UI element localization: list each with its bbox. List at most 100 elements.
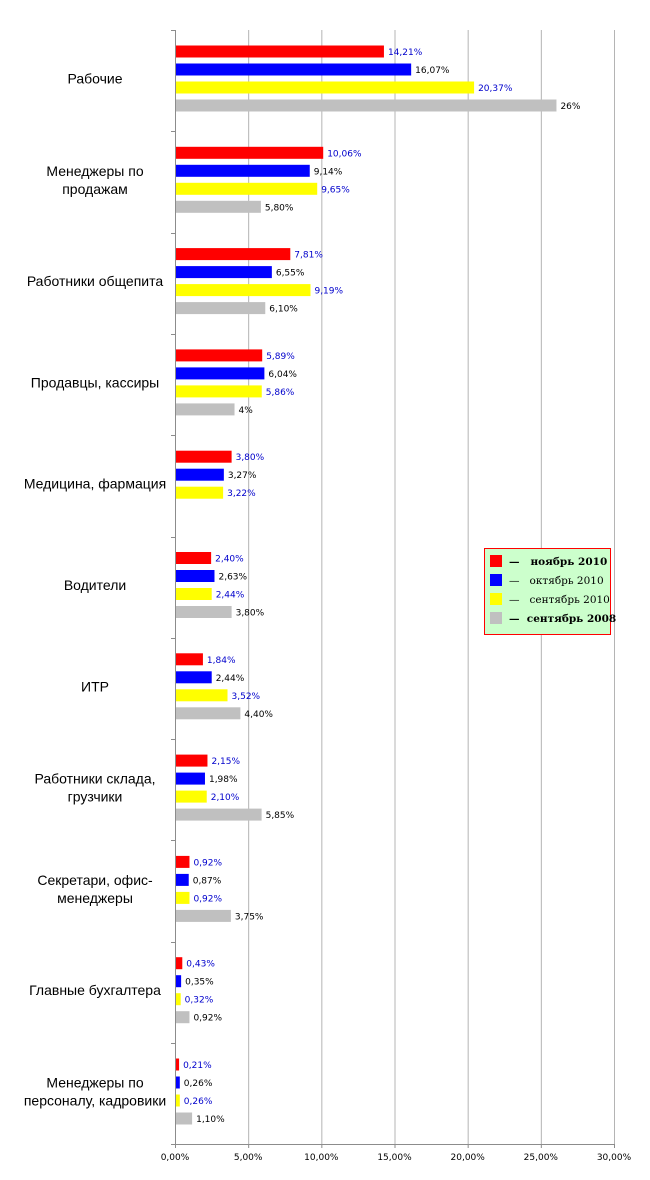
category-label-line: Продавцы, кассиры (31, 374, 159, 390)
bar (176, 891, 190, 904)
x-tick-label: 5,00% (234, 1153, 263, 1163)
data-label: 9,14% (314, 167, 343, 177)
data-label: 5,85% (266, 811, 295, 821)
data-label: 0,32% (185, 996, 214, 1006)
data-label: 5,89% (266, 352, 295, 362)
data-label: 3,80% (236, 453, 265, 463)
bar (176, 182, 318, 195)
data-label: 0,92% (193, 858, 222, 868)
data-label: 0,87% (193, 876, 222, 886)
x-tick-label: 20,00% (451, 1153, 486, 1163)
data-label: 2,40% (215, 555, 244, 565)
data-label: 0,43% (186, 960, 215, 970)
bar (176, 1011, 190, 1024)
category-label-line: Медицина, фармация (24, 476, 166, 492)
bar (176, 790, 207, 803)
bar (176, 468, 224, 481)
data-label: 6,55% (276, 269, 305, 279)
axes (171, 30, 615, 1148)
category-label-line: грузчики (68, 789, 123, 805)
data-label: 2,10% (211, 793, 240, 803)
bar (176, 81, 475, 94)
data-label: 16,07% (415, 66, 450, 76)
bar (176, 909, 231, 922)
bar (176, 45, 384, 58)
data-label: 3,22% (227, 489, 256, 499)
bars (176, 45, 557, 1125)
bar (176, 266, 272, 279)
legend-swatch (490, 574, 502, 586)
data-label: 2,44% (216, 674, 245, 684)
bar (176, 367, 265, 380)
data-label: 0,26% (184, 1097, 213, 1107)
legend-swatch (490, 612, 502, 624)
data-label: 0,26% (184, 1079, 213, 1089)
bar (176, 588, 212, 600)
category-label-line: Рабочие (67, 71, 122, 87)
data-label: 1,98% (209, 775, 238, 785)
category-label-line: Работники склада, (34, 771, 155, 787)
data-label: 4,40% (244, 710, 273, 720)
bar (176, 284, 311, 297)
bar (176, 975, 182, 988)
x-tick-label: 0,00% (161, 1153, 190, 1163)
legend-entry-label: — сентябрь 2008 (509, 613, 616, 625)
data-label: 3,52% (232, 692, 261, 702)
bar (176, 1058, 180, 1071)
legend-entry-label: — ноябрь 2010 (509, 556, 607, 568)
bar (176, 63, 412, 76)
data-label: 0,92% (193, 894, 222, 904)
x-tick-labels: 0,00% 5,00% 10,00% 15,00% 20,00% 25,00% 30,00% (161, 1153, 632, 1163)
bar (176, 671, 212, 684)
data-label: 4% (239, 406, 254, 416)
bar (176, 302, 266, 315)
data-label: 14,21% (388, 48, 423, 58)
bar (176, 164, 310, 177)
data-label: 20,37% (478, 84, 513, 94)
category-label: Главные бухгалтера (29, 982, 161, 998)
category-label: Медицина, фармация (24, 476, 166, 492)
category-label: ИТР (81, 678, 109, 694)
x-tick-label: 10,00% (304, 1153, 339, 1163)
category-labels: Рабочие Менеджеры по продажам Работники общ… (24, 71, 166, 1109)
x-tick-label: 25,00% (524, 1153, 559, 1163)
data-label: 1,84% (207, 656, 236, 666)
category-label: Работники общепита (27, 273, 164, 289)
bar (176, 349, 263, 362)
data-label: 2,15% (211, 757, 240, 767)
data-label: 10,06% (327, 149, 362, 159)
data-label: 6,04% (268, 370, 297, 380)
data-label: 5,86% (266, 388, 295, 398)
bar (176, 993, 181, 1006)
category-label: Рабочие (67, 71, 122, 87)
legend-entry-label: — октябрь 2010 (509, 575, 604, 587)
category-label-line: Работники общепита (27, 273, 164, 289)
legend-swatch (490, 555, 502, 567)
category-label-line: персоналу, кадровики (24, 1093, 166, 1109)
data-label: 9,19% (314, 287, 343, 297)
category-label: Продавцы, кассиры (31, 374, 159, 390)
bar (176, 552, 212, 564)
bar (176, 450, 232, 463)
legend-box (484, 548, 611, 635)
bar (176, 99, 557, 112)
bar (176, 385, 262, 398)
data-labels: 14,21% 16,07% 20,37% 26% 10,06% 9,14% 9,65% 5,8… (183, 48, 581, 1125)
bar (176, 1076, 180, 1089)
data-label: 3,27% (228, 471, 257, 481)
data-label: 2,63% (218, 573, 247, 583)
category-label-line: Менеджеры по (46, 163, 143, 179)
data-label: 0,35% (185, 978, 214, 988)
bar (176, 1094, 180, 1107)
category-label-line: продажам (62, 181, 128, 197)
bar (176, 486, 224, 499)
bar (176, 957, 183, 970)
bar (176, 873, 189, 886)
category-label-line: Секретари, офис- (37, 872, 153, 888)
bar (176, 248, 291, 261)
data-label: 5,80% (265, 203, 294, 213)
data-label: 3,75% (235, 912, 264, 922)
data-label: 26% (560, 102, 580, 112)
bar (176, 754, 208, 767)
